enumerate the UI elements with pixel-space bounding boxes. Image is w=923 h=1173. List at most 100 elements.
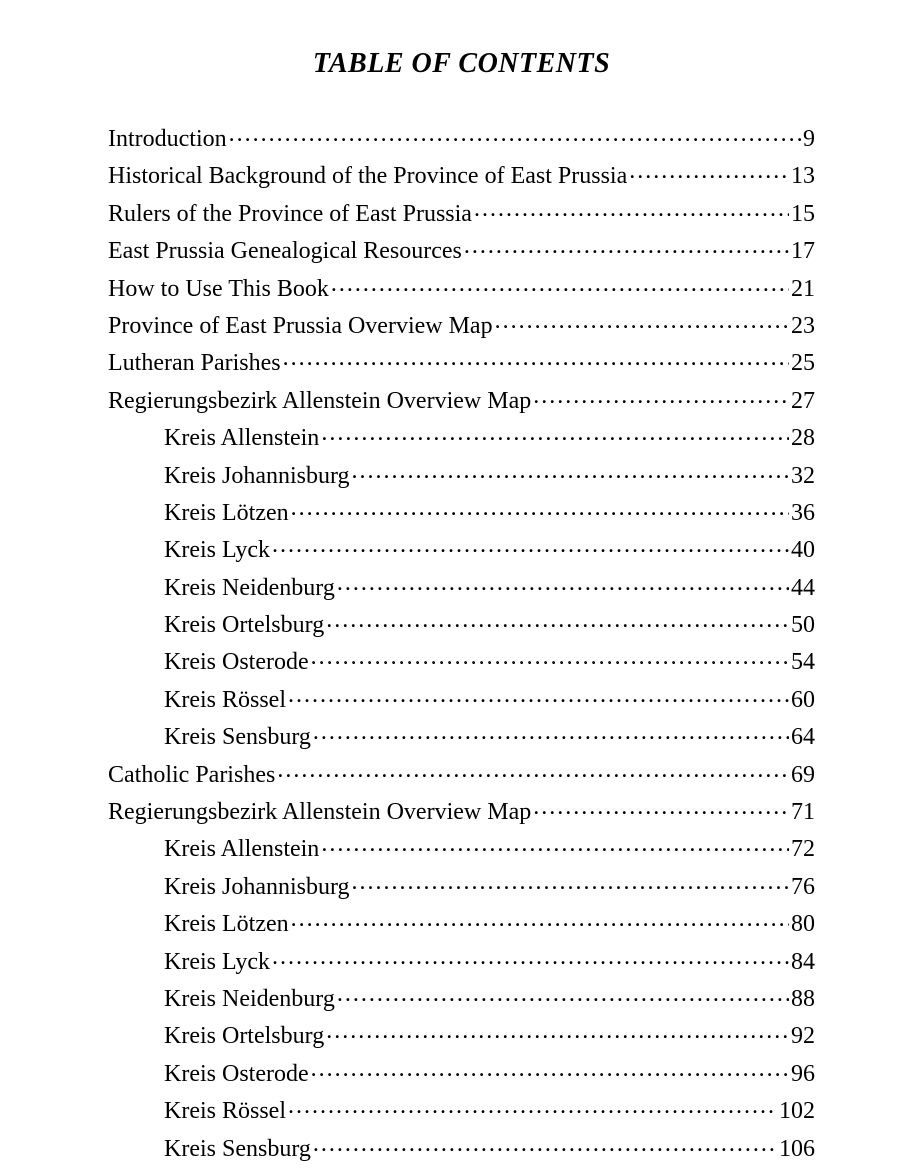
toc-entry-page: 50 — [791, 613, 815, 637]
toc-leader-dots — [352, 870, 789, 894]
toc-entry-label: Kreis Allenstein — [164, 426, 319, 450]
toc-entry: Kreis Neidenburg 88 — [108, 982, 815, 1011]
toc-entry-label: Regierungsbezirk Allenstein Overview Map — [108, 389, 531, 413]
toc-entry-page: 25 — [791, 351, 815, 375]
toc-entry-label: Kreis Neidenburg — [164, 987, 335, 1011]
toc-entry: Kreis Osterode 54 — [108, 645, 815, 674]
toc-entry-page: 106 — [779, 1137, 815, 1161]
toc-entry-page: 32 — [791, 464, 815, 488]
toc-entry-page: 88 — [791, 987, 815, 1011]
toc-leader-dots — [629, 159, 789, 183]
toc-leader-dots — [337, 982, 789, 1006]
toc-entry: Rulers of the Province of East Prussia 15 — [108, 197, 815, 226]
toc-leader-dots — [326, 608, 789, 632]
toc-entry: Kreis Lötzen 36 — [108, 496, 815, 525]
toc-entry-page: 80 — [791, 912, 815, 936]
toc-entry-page: 92 — [791, 1024, 815, 1048]
toc-entry: Regierungsbezirk Allenstein Overview Map… — [108, 384, 815, 413]
toc-entry-page: 36 — [791, 501, 815, 525]
toc-leader-dots — [272, 945, 789, 969]
toc-entry-label: Kreis Lötzen — [164, 912, 289, 936]
toc-entry-page: 96 — [791, 1062, 815, 1086]
toc-entry-page: 102 — [779, 1099, 815, 1123]
toc-entry-page: 28 — [791, 426, 815, 450]
toc-entry-label: Kreis Johannisburg — [164, 464, 350, 488]
toc-entry-label: Catholic Parishes — [108, 763, 275, 787]
table-of-contents: Introduction 9 Historical Background of th… — [108, 122, 815, 1161]
toc-entry-label: Kreis Allenstein — [164, 837, 319, 861]
toc-entry-page: 21 — [791, 277, 815, 301]
toc-entry: Lutheran Parishes25 — [108, 346, 815, 375]
toc-entry: Kreis Johannisburg 76 — [108, 870, 815, 899]
toc-entry: Introduction 9 — [108, 122, 815, 151]
toc-leader-dots — [326, 1019, 789, 1043]
toc-entry-label: Kreis Lötzen — [164, 501, 289, 525]
page-title: TABLE OF CONTENTS — [108, 48, 815, 80]
toc-entry: Kreis Johannisburg 32 — [108, 459, 815, 488]
toc-entry-label: Kreis Osterode — [164, 650, 309, 674]
toc-entry: Regierungsbezirk Allenstein Overview Map… — [108, 795, 815, 824]
toc-entry-label: Kreis Sensburg — [164, 1137, 311, 1161]
toc-entry-page: 15 — [791, 202, 815, 226]
toc-leader-dots — [533, 384, 789, 408]
toc-entry-page: 54 — [791, 650, 815, 674]
toc-entry-page: 27 — [791, 389, 815, 413]
toc-entry-page: 44 — [791, 576, 815, 600]
toc-entry-label: Kreis Rössel — [164, 1099, 286, 1123]
toc-entry-label: Kreis Ortelsburg — [164, 613, 324, 637]
toc-entry-label: Kreis Ortelsburg — [164, 1024, 324, 1048]
toc-leader-dots — [291, 496, 789, 520]
toc-entry: Kreis Sensburg 106 — [108, 1132, 815, 1161]
toc-entry-page: 76 — [791, 875, 815, 899]
toc-entry-page: 64 — [791, 725, 815, 749]
toc-entry-label: Kreis Osterode — [164, 1062, 309, 1086]
toc-entry-label: Historical Background of the Province of… — [108, 164, 627, 188]
toc-leader-dots — [464, 234, 789, 258]
toc-entry: Kreis Rössel60 — [108, 683, 815, 712]
toc-entry: Province of East Prussia Overview Map 23 — [108, 309, 815, 338]
toc-entry-page: 13 — [791, 164, 815, 188]
toc-entry: Historical Background of the Province of… — [108, 159, 815, 188]
toc-leader-dots — [272, 533, 789, 557]
toc-leader-dots — [229, 122, 801, 146]
toc-entry-label: Rulers of the Province of East Prussia — [108, 202, 472, 226]
toc-entry-label: Province of East Prussia Overview Map — [108, 314, 493, 338]
toc-entry-page: 9 — [803, 127, 815, 151]
toc-entry: Kreis Neidenburg44 — [108, 571, 815, 600]
toc-entry-page: 69 — [791, 763, 815, 787]
toc-entry-page: 23 — [791, 314, 815, 338]
toc-entry-page: 84 — [791, 950, 815, 974]
toc-leader-dots — [311, 1057, 789, 1081]
toc-entry: Kreis Ortelsburg 92 — [108, 1019, 815, 1048]
toc-leader-dots — [313, 1132, 777, 1156]
toc-leader-dots — [337, 571, 789, 595]
toc-entry-page: 60 — [791, 688, 815, 712]
toc-leader-dots — [313, 720, 789, 744]
toc-entry-label: Kreis Johannisburg — [164, 875, 350, 899]
toc-entry: Kreis Lyck40 — [108, 533, 815, 562]
toc-entry-page: 71 — [791, 800, 815, 824]
toc-leader-dots — [291, 907, 789, 931]
toc-entry: Kreis Ortelsburg 50 — [108, 608, 815, 637]
toc-entry: Catholic Parishes 69 — [108, 758, 815, 787]
toc-leader-dots — [331, 272, 789, 296]
toc-leader-dots — [277, 758, 789, 782]
toc-leader-dots — [311, 645, 789, 669]
toc-leader-dots — [321, 421, 789, 445]
toc-leader-dots — [495, 309, 789, 333]
toc-leader-dots — [283, 346, 789, 370]
toc-entry-label: How to Use This Book — [108, 277, 329, 301]
toc-leader-dots — [352, 459, 789, 483]
toc-entry: Kreis Allenstein 28 — [108, 421, 815, 450]
toc-entry-label: Introduction — [108, 127, 227, 151]
toc-leader-dots — [321, 832, 789, 856]
toc-entry-label: Kreis Lyck — [164, 538, 270, 562]
toc-entry-page: 17 — [791, 239, 815, 263]
toc-entry: Kreis Osterode 96 — [108, 1057, 815, 1086]
toc-leader-dots — [288, 1094, 777, 1118]
toc-entry-page: 72 — [791, 837, 815, 861]
toc-entry-label: Kreis Lyck — [164, 950, 270, 974]
toc-entry-label: Regierungsbezirk Allenstein Overview Map — [108, 800, 531, 824]
toc-entry: Kreis Sensburg64 — [108, 720, 815, 749]
toc-entry: Kreis Lötzen 80 — [108, 907, 815, 936]
